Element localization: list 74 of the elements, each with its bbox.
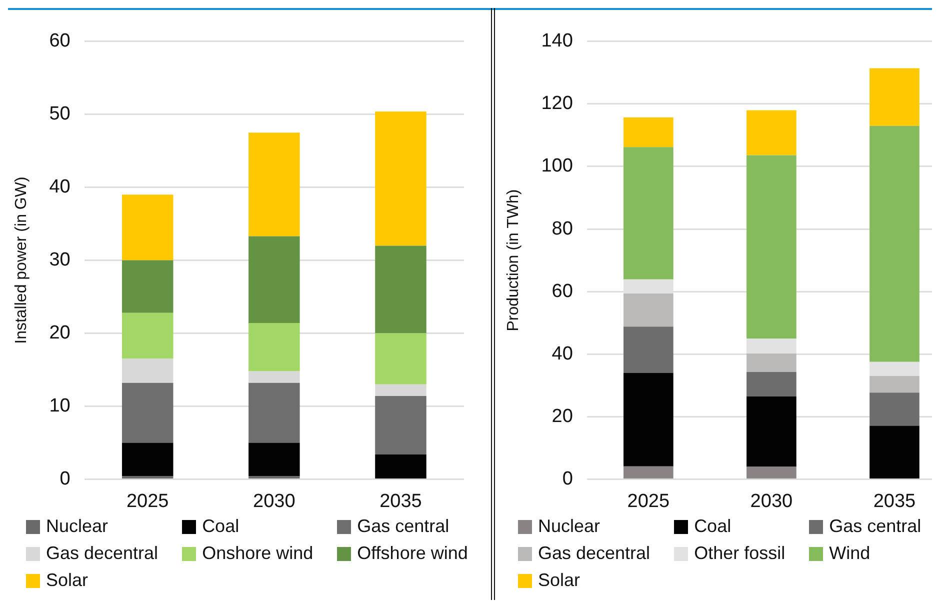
bar xyxy=(746,155,796,338)
bar xyxy=(746,466,796,478)
x-tick-label: 2030 xyxy=(750,490,793,512)
bar xyxy=(624,466,674,478)
bar xyxy=(746,353,796,372)
bar xyxy=(624,326,674,373)
legend-label: Other fossil xyxy=(694,543,786,564)
x-tick-label: 2025 xyxy=(126,490,169,512)
bar xyxy=(248,382,300,443)
bar xyxy=(870,392,920,426)
x-tick-label: 2030 xyxy=(253,490,296,512)
bar xyxy=(870,126,920,362)
y-tick-label: 50 xyxy=(49,104,70,125)
y-tick-label: 0 xyxy=(60,468,70,490)
bar xyxy=(746,396,796,467)
bar xyxy=(122,442,174,476)
x-tick-label: 2035 xyxy=(380,490,422,512)
legend-label: Nuclear xyxy=(538,516,600,537)
legend-label: Onshore wind xyxy=(202,543,314,564)
legend-label: Solar xyxy=(538,570,580,591)
bar xyxy=(122,382,174,443)
legend-label: Gas central xyxy=(829,516,922,537)
bar xyxy=(870,68,920,126)
y-tick-label: 40 xyxy=(552,343,573,364)
y-tick-label: 60 xyxy=(552,280,573,302)
legend-label: Coal xyxy=(202,516,240,537)
bar xyxy=(122,194,174,260)
legend-label: Offshore wind xyxy=(357,543,468,564)
legend-label: Wind xyxy=(829,543,870,564)
bar xyxy=(375,246,426,334)
bar xyxy=(122,358,174,383)
bar xyxy=(375,396,426,454)
bar xyxy=(870,426,920,478)
legend-label: Gas decentral xyxy=(538,543,650,564)
legend-label: Gas central xyxy=(357,516,450,537)
y-tick-label: 30 xyxy=(49,250,70,271)
x-tick-label: 2035 xyxy=(873,490,916,512)
bar xyxy=(624,372,674,466)
y-axis-title: Installed power (in GW) xyxy=(13,176,30,344)
y-tick-label: 20 xyxy=(49,322,70,344)
bar xyxy=(248,132,300,236)
bar xyxy=(248,442,300,476)
bar xyxy=(248,236,300,324)
y-tick-label: 80 xyxy=(552,218,573,240)
legend-label: Coal xyxy=(694,516,732,537)
bar xyxy=(375,333,426,384)
y-tick-label: 120 xyxy=(541,93,573,114)
bar xyxy=(122,312,174,359)
bar xyxy=(624,117,674,148)
y-tick-label: 100 xyxy=(541,156,573,177)
x-tick-label: 2025 xyxy=(627,490,670,512)
legend-label: Gas decentral xyxy=(46,543,158,564)
y-tick-label: 40 xyxy=(49,176,70,198)
y-tick-label: 20 xyxy=(552,406,573,427)
bar xyxy=(870,376,920,393)
bar xyxy=(624,293,674,327)
legend-label: Nuclear xyxy=(46,516,108,537)
y-tick-label: 0 xyxy=(562,468,573,490)
bar xyxy=(248,371,300,383)
bar xyxy=(746,338,796,354)
y-axis-title: Production (in TWh) xyxy=(505,189,522,332)
bar xyxy=(624,147,674,280)
bar xyxy=(746,110,796,156)
bar xyxy=(375,454,426,478)
bar xyxy=(122,260,174,313)
legend-label: Solar xyxy=(46,570,88,591)
y-tick-label: 60 xyxy=(49,30,70,52)
y-tick-label: 10 xyxy=(49,395,70,416)
bar xyxy=(375,384,426,396)
bar xyxy=(870,362,920,376)
bar xyxy=(248,323,300,372)
y-tick-label: 140 xyxy=(541,30,573,52)
bar xyxy=(746,372,796,396)
bar xyxy=(375,111,426,246)
